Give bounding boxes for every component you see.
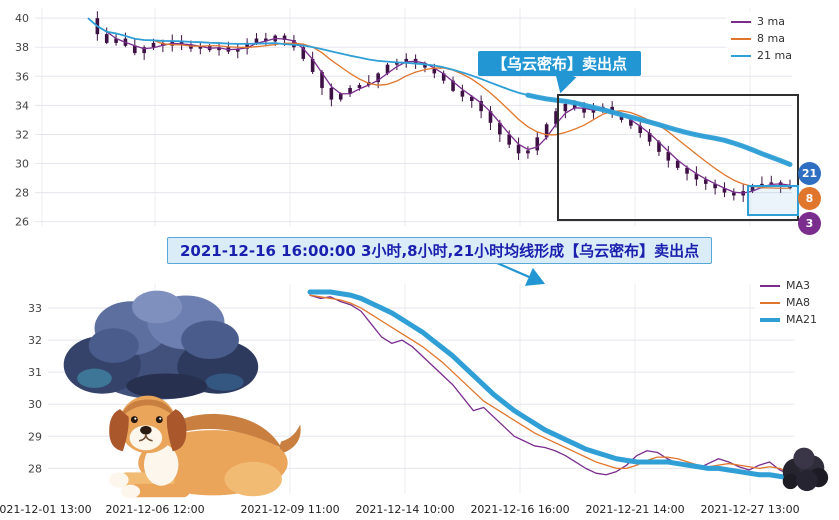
annotation-banner: 2021-12-16 16:00:00 3小时,8小时,21小时均线形成【乌云密…	[167, 237, 712, 264]
ma3-endpoint-badge: 3	[798, 212, 821, 235]
x-axis-labels: 2021-12-01 13:00 2021-12-06 12:00 2021-12-…	[0, 503, 839, 519]
ma8-line-swatch	[731, 38, 751, 40]
y-tick-label: 40	[15, 12, 29, 25]
x-axis-label: 2021-12-01 13:00	[0, 503, 92, 516]
legend-item-ma8: MA8	[760, 296, 817, 309]
annotation-banner-text: 2021-12-16 16:00:00 3小时,8小时,21小时均线形成【乌云密…	[180, 242, 699, 260]
y-tick-label: 36	[15, 70, 29, 83]
ma8-line-swatch	[760, 302, 780, 304]
y-tick-label: 30	[28, 398, 42, 411]
ma3-line-swatch	[731, 21, 751, 23]
x-axis-label: 2021-12-21 14:00	[585, 503, 684, 516]
bottom-chart-legend: MA3 MA8 MA21	[755, 276, 822, 329]
legend-item-8ma: 8 ma	[731, 32, 792, 45]
x-axis-label: 2021-12-09 11:00	[240, 503, 339, 516]
legend-label-ma21: MA21	[786, 313, 817, 326]
ma3-line-swatch	[760, 285, 780, 287]
dog-illustration	[88, 388, 313, 503]
y-tick-label: 38	[15, 41, 29, 54]
annotated-chart-page: 26 28 30 32 34 36 38 40 28 29 30 31 32 33	[0, 0, 839, 520]
legend-label-3ma: 3 ma	[757, 15, 785, 28]
y-tick-label: 34	[15, 99, 29, 112]
x-axis-label: 2021-12-27 13:00	[700, 503, 799, 516]
y-tick-label: 31	[28, 366, 42, 379]
tail-highlight-box	[747, 185, 799, 216]
y-tick-label: 26	[15, 216, 29, 229]
x-axis-label: 2021-12-16 16:00	[470, 503, 569, 516]
legend-label-8ma: 8 ma	[757, 32, 785, 45]
top-chart-legend: 3 ma 8 ma 21 ma	[726, 12, 797, 65]
legend-item-ma3: MA3	[760, 279, 817, 292]
sell-point-callout: 【乌云密布】卖出点	[478, 51, 641, 76]
y-tick-label: 28	[15, 187, 29, 200]
legend-item-21ma: 21 ma	[731, 49, 792, 62]
y-tick-label: 33	[28, 302, 42, 315]
y-tick-label: 30	[15, 158, 29, 171]
x-axis-label: 2021-12-14 10:00	[355, 503, 454, 516]
legend-item-ma21: MA21	[760, 313, 817, 326]
ma21-endpoint-badge: 21	[798, 162, 821, 185]
x-axis-label: 2021-12-06 12:00	[105, 503, 204, 516]
y-tick-label: 32	[15, 128, 29, 141]
legend-label-ma8: MA8	[786, 296, 810, 309]
ma21-line-swatch	[760, 318, 780, 322]
legend-label-21ma: 21 ma	[757, 49, 792, 62]
y-tick-label: 28	[28, 462, 42, 475]
dark-storm-cloud-small	[775, 435, 833, 493]
ma21-line-swatch	[731, 55, 751, 57]
ma8-endpoint-badge: 8	[798, 187, 821, 210]
y-tick-label: 29	[28, 430, 42, 443]
y-tick-label: 32	[28, 334, 42, 347]
sell-point-callout-text: 【乌云密布】卖出点	[492, 55, 627, 73]
legend-label-ma3: MA3	[786, 279, 810, 292]
legend-item-3ma: 3 ma	[731, 15, 792, 28]
